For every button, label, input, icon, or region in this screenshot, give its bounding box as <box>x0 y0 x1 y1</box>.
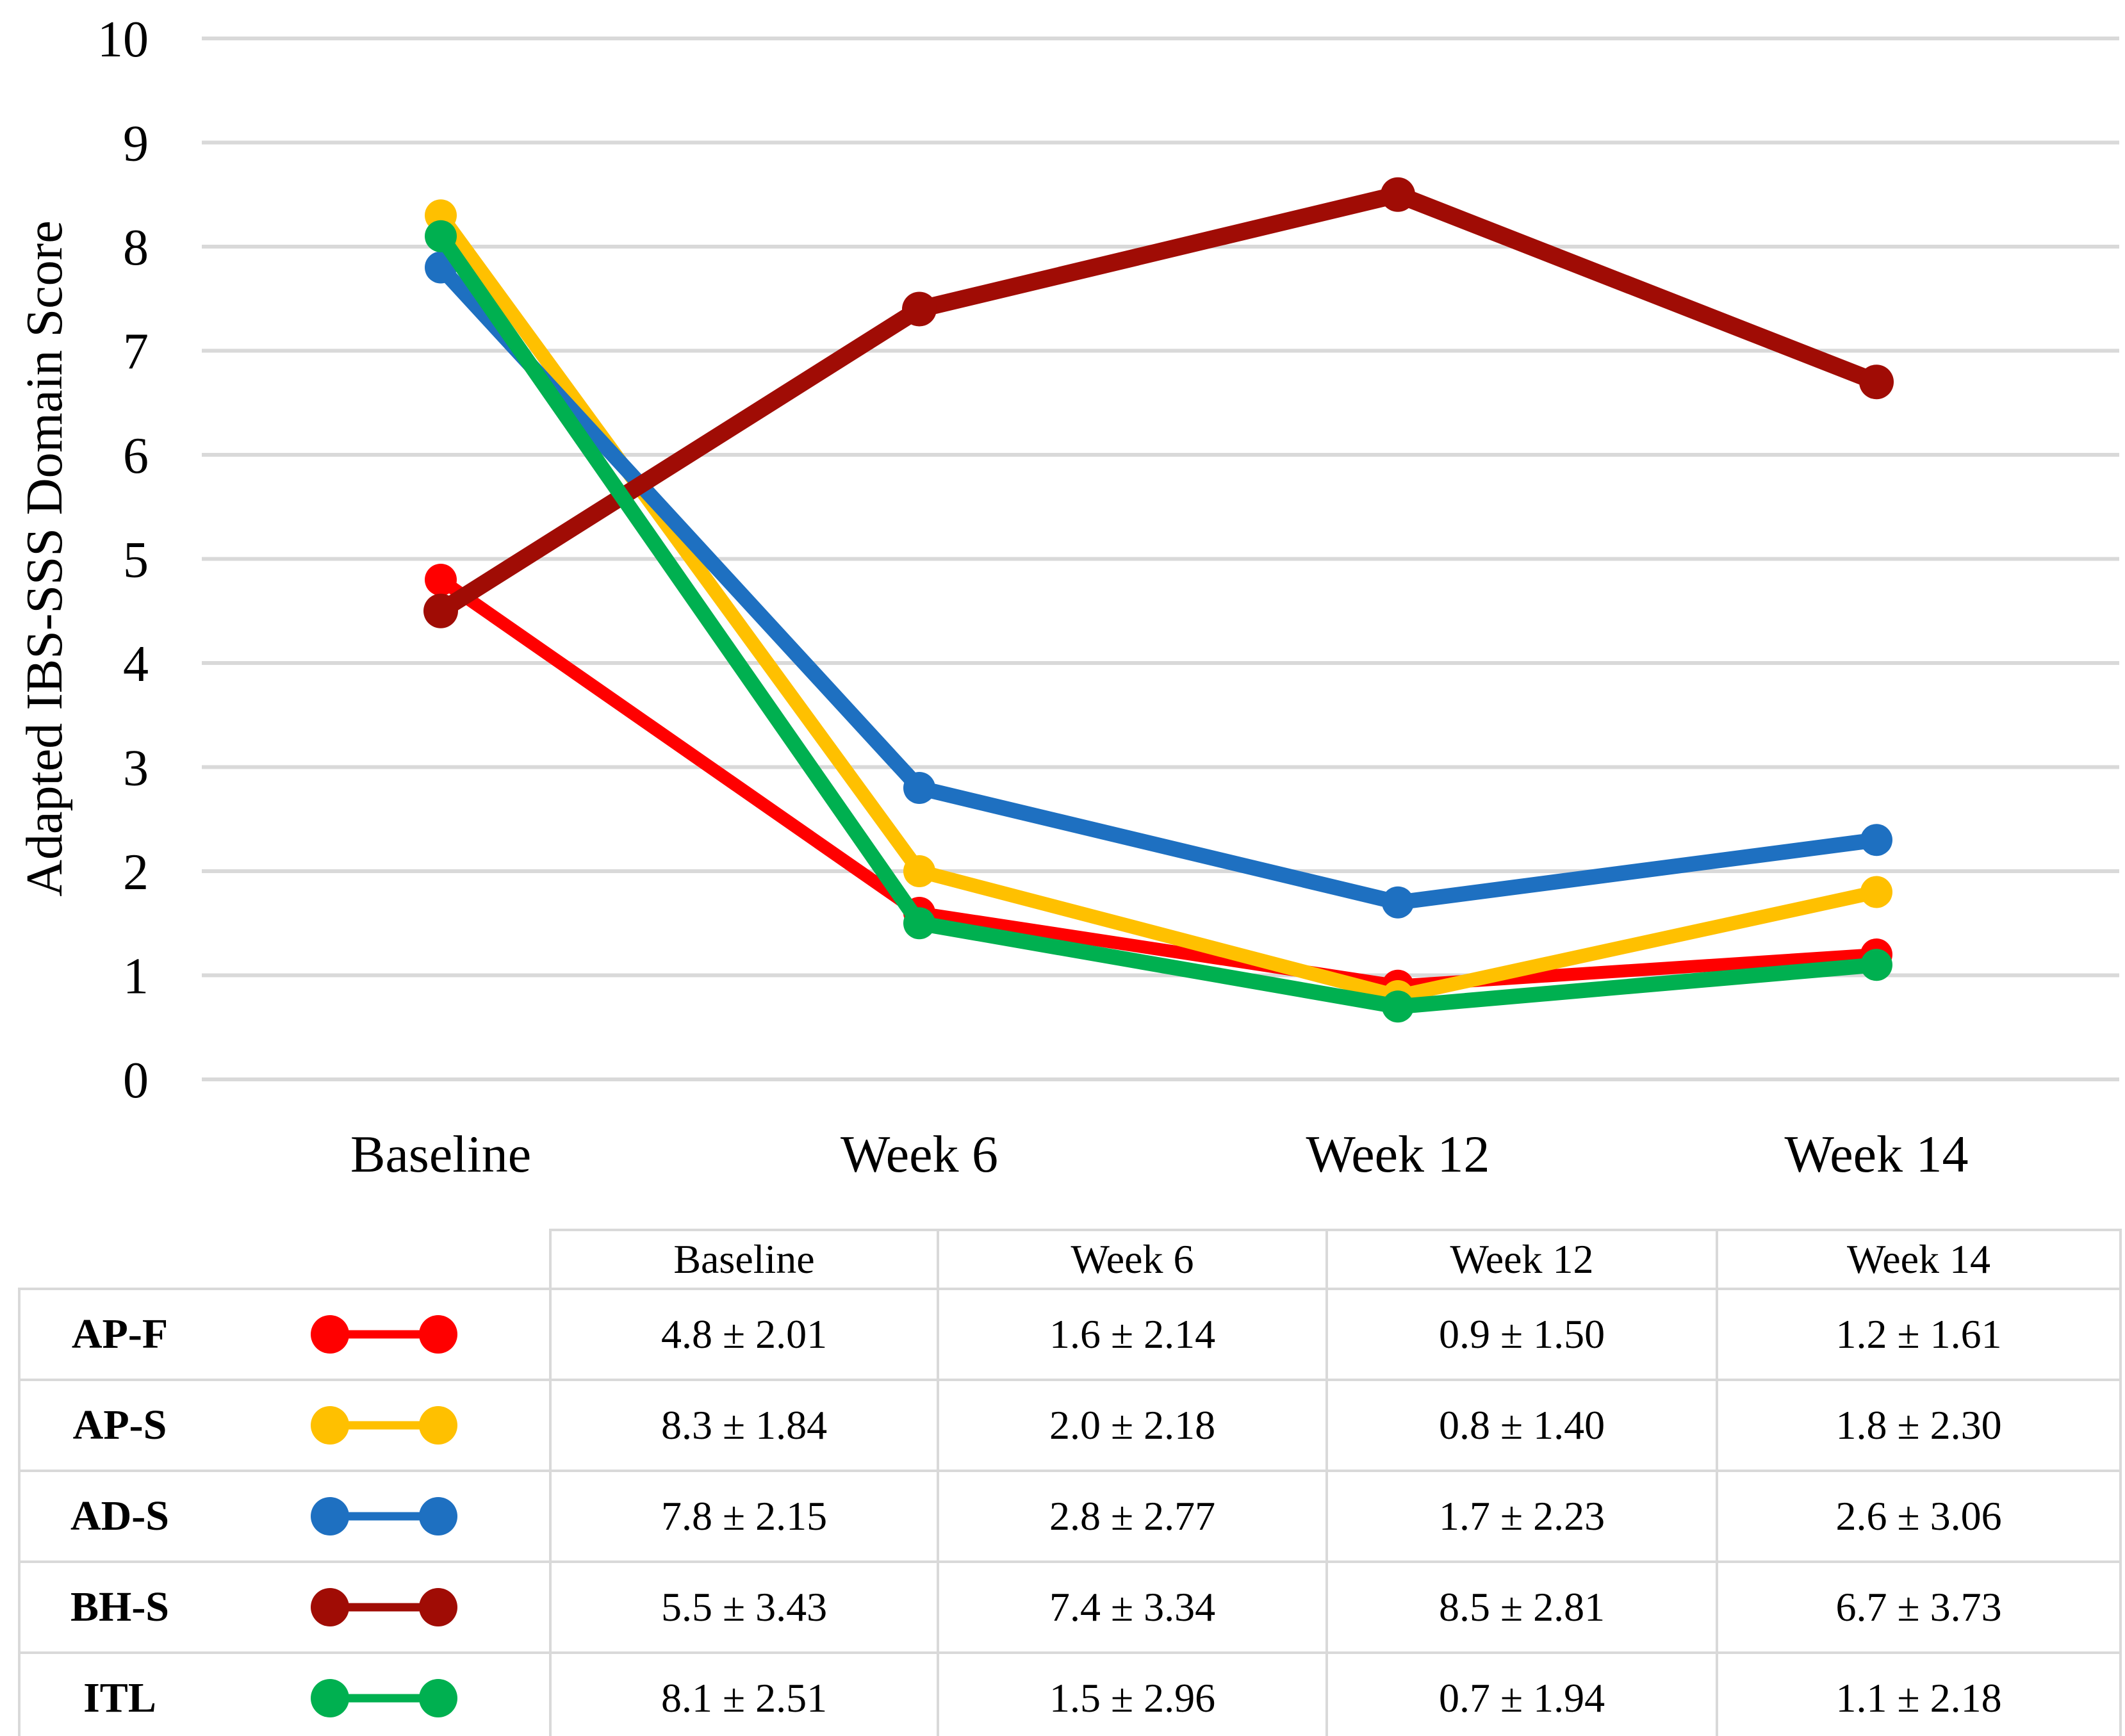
y-tick-label-7: 7 <box>123 324 149 381</box>
header-row: Baseline Week 6 Week 12 Week 14 <box>19 1229 2122 1290</box>
row-label-itl: ITL <box>18 1651 219 1736</box>
cell-ap-s-baseline: 8.3 ± 1.84 <box>549 1379 939 1472</box>
y-tick-label-6: 6 <box>123 428 149 484</box>
marker-ad-s-week-12 <box>1382 886 1414 919</box>
marker-itl-week-14 <box>1860 949 1892 981</box>
y-tick-label-5: 5 <box>123 532 149 589</box>
legend-swatch-cell-ad-s <box>219 1470 552 1563</box>
cell-ad-s-week-14: 2.6 ± 3.06 <box>1716 1470 2122 1563</box>
column-header-week-6: Week 6 <box>937 1229 1328 1290</box>
x-axis-label-week-12: Week 12 <box>1306 1125 1489 1183</box>
y-tick-label-10: 10 <box>97 12 149 68</box>
cell-bh-s-week-14: 6.7 ± 3.73 <box>1716 1560 2122 1654</box>
x-axis-label-week-6: Week 6 <box>841 1125 998 1183</box>
table-row-ap-s: AP-S 8.3 ± 1.84 2.0 ± 2.18 0.8 ± 1.40 1.8 ± … <box>18 1379 2122 1472</box>
table-corner-blank-legend <box>219 1230 550 1289</box>
y-tick-label-8: 8 <box>123 220 149 276</box>
marker-ad-s-week-6 <box>903 772 935 804</box>
y-tick-label-1: 1 <box>123 949 149 1005</box>
y-tick-label-3: 3 <box>123 741 149 797</box>
cell-ap-s-week-12: 0.8 ± 1.40 <box>1325 1379 1718 1472</box>
column-header-baseline: Baseline <box>549 1229 939 1290</box>
marker-ad-s-week-14 <box>1860 824 1892 856</box>
legend-swatch-cell-ap-s <box>219 1379 552 1472</box>
marker-bh-s-week-14 <box>1859 364 1894 400</box>
legend-line-marker-icon <box>311 1406 457 1445</box>
marker-itl-week-6 <box>903 907 935 940</box>
summary-table-header: Baseline Week 6 Week 12 Week 14 <box>19 1229 2122 1290</box>
legend-line-marker-icon <box>311 1315 457 1354</box>
column-header-week-14: Week 14 <box>1716 1229 2122 1290</box>
series-line-bh-s <box>432 186 1885 620</box>
legend-line-marker-icon <box>311 1679 457 1717</box>
row-label-bh-s: BH-S <box>18 1560 219 1654</box>
table-row-ad-s: AD-S 7.8 ± 2.15 2.8 ± 2.77 1.7 ± 2.23 2.6 ± … <box>18 1470 2122 1563</box>
series-line-ap-s <box>434 208 1883 1003</box>
table-row-itl: ITL 8.1 ± 2.51 1.5 ± 2.96 0.7 ± 1.94 1.1 ± 2… <box>18 1651 2122 1736</box>
legend-line-marker-icon <box>311 1497 457 1535</box>
summary-table: Baseline Week 6 Week 12 Week 14 AP-F 4.8 ± 2… <box>18 1229 2122 1736</box>
y-tick-label-0: 0 <box>123 1052 149 1109</box>
cell-itl-baseline: 8.1 ± 2.51 <box>549 1651 939 1736</box>
series-line-ap-f <box>434 573 1883 992</box>
cell-bh-s-baseline: 5.5 ± 3.43 <box>549 1560 939 1654</box>
marker-ap-s-week-14 <box>1860 876 1892 908</box>
marker-ap-s-week-6 <box>903 855 935 887</box>
legend-swatch-cell-bh-s <box>219 1560 552 1654</box>
x-axis-label-week-14: Week 14 <box>1784 1125 1968 1183</box>
marker-ap-f-baseline <box>425 564 457 596</box>
row-label-ap-f: AP-F <box>18 1288 219 1381</box>
cell-ap-s-week-14: 1.8 ± 2.30 <box>1716 1379 2122 1472</box>
legend-swatch-cell-ap-f <box>219 1288 552 1381</box>
cell-bh-s-week-12: 8.5 ± 2.81 <box>1325 1560 1718 1654</box>
x-axis-label-baseline: Baseline <box>350 1125 531 1183</box>
cell-ap-f-week-12: 0.9 ± 1.50 <box>1325 1288 1718 1381</box>
table-row-bh-s: BH-S 5.5 ± 3.43 7.4 ± 3.34 8.5 ± 2.81 6.7 ± … <box>18 1560 2122 1654</box>
y-axis-title: Adapted IBS-SSS Domain Score <box>17 220 73 897</box>
table-row-ap-f: AP-F 4.8 ± 2.01 1.6 ± 2.14 0.9 ± 1.50 1.2 ± … <box>18 1288 2122 1381</box>
series-line-itl <box>433 228 1884 1015</box>
column-header-week-12: Week 12 <box>1325 1229 1718 1290</box>
cell-ad-s-week-6: 2.8 ± 2.77 <box>937 1470 1328 1563</box>
cell-ad-s-baseline: 7.8 ± 2.15 <box>549 1470 939 1563</box>
y-tick-label-9: 9 <box>123 116 149 172</box>
cell-itl-week-12: 0.7 ± 1.94 <box>1325 1651 1718 1736</box>
marker-bh-s-baseline <box>423 593 458 628</box>
cell-ap-f-week-14: 1.2 ± 1.61 <box>1716 1288 2122 1381</box>
row-label-ap-s: AP-S <box>18 1379 219 1472</box>
y-tick-label-4: 4 <box>123 636 149 692</box>
cell-ap-f-baseline: 4.8 ± 2.01 <box>549 1288 939 1381</box>
summary-table-body: AP-F 4.8 ± 2.01 1.6 ± 2.14 0.9 ± 1.50 1.2 ± … <box>18 1288 2122 1736</box>
cell-bh-s-week-6: 7.4 ± 3.34 <box>937 1560 1328 1654</box>
cell-itl-week-14: 1.1 ± 2.18 <box>1716 1651 2122 1736</box>
marker-itl-baseline <box>425 220 457 252</box>
cell-ad-s-week-12: 1.7 ± 2.23 <box>1325 1470 1718 1563</box>
marker-bh-s-week-6 <box>902 291 937 327</box>
row-label-ad-s: AD-S <box>18 1470 219 1563</box>
line-chart: 0 1 2 3 4 5 6 7 8 9 10 Adapted IBS-SSS Domain Score… <box>17 12 2119 1183</box>
cell-ap-f-week-6: 1.6 ± 2.14 <box>937 1288 1328 1381</box>
cell-ap-s-week-6: 2.0 ± 2.18 <box>937 1379 1328 1472</box>
cell-itl-week-6: 1.5 ± 2.96 <box>937 1651 1328 1736</box>
table-corner-blank-label <box>19 1230 219 1289</box>
marker-itl-week-12 <box>1382 990 1414 1023</box>
legend-swatch-cell-itl <box>219 1651 552 1736</box>
legend-line-marker-icon <box>311 1588 457 1626</box>
y-tick-label-2: 2 <box>123 844 149 901</box>
series-line-ad-s <box>433 259 1884 910</box>
marker-bh-s-week-12 <box>1381 177 1415 212</box>
